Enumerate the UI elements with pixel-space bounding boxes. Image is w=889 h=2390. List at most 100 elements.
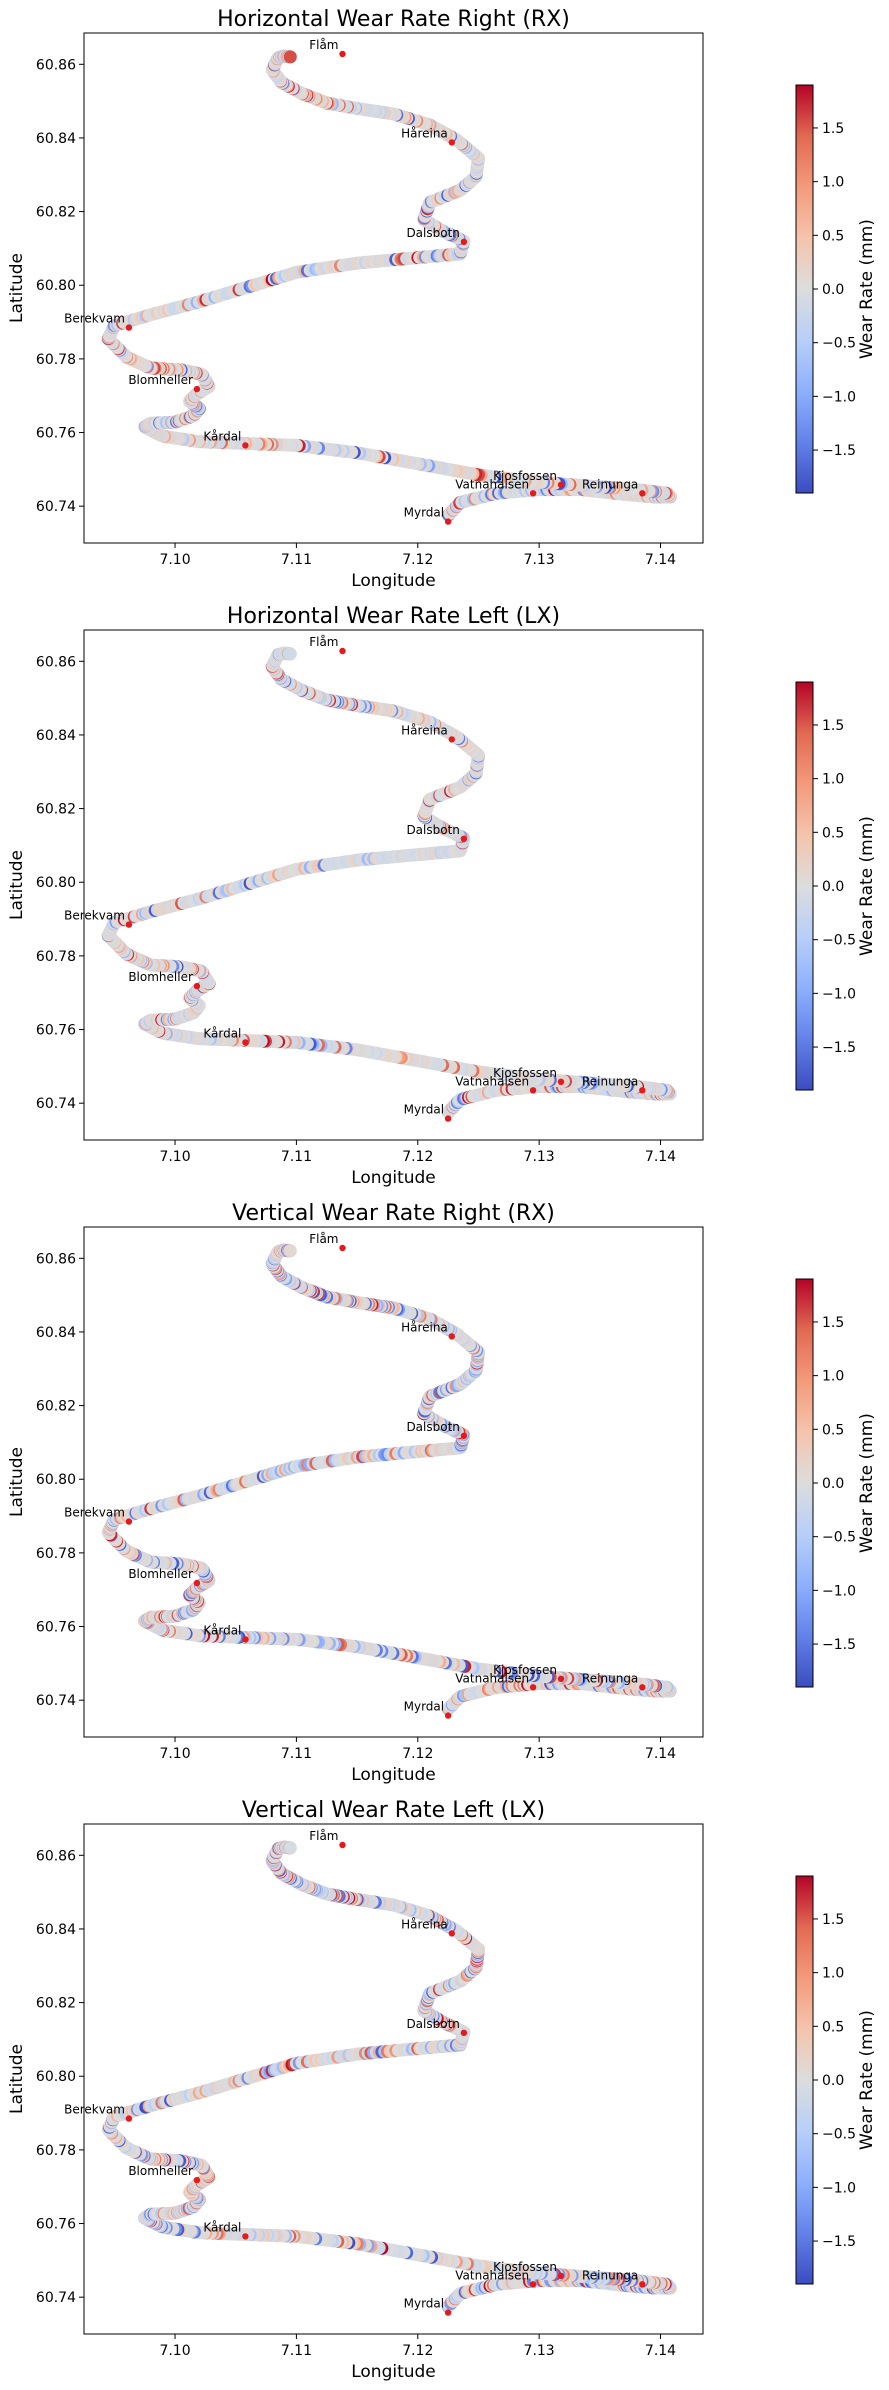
- scatter-markers: [101, 49, 677, 522]
- station-marker-8: [529, 1684, 537, 1691]
- colorbar: [795, 681, 814, 1091]
- station-label-9: Myrdal: [404, 1700, 444, 1714]
- y-tick-label-3: 60.80: [36, 875, 76, 891]
- colorbar-tick-label-6: 1.5: [822, 718, 844, 734]
- station-marker-3: [125, 324, 133, 331]
- chart-title: Horizontal Wear Rate Left (LX): [227, 604, 560, 629]
- y-tick-label-2: 60.78: [36, 352, 76, 368]
- colorbar-tick-label-6: 1.5: [822, 1315, 844, 1331]
- station-label-9: Myrdal: [404, 506, 444, 520]
- colorbar-tick-label-0: −1.5: [822, 1040, 856, 1056]
- station-marker-0: [339, 647, 346, 655]
- station-label-1: Håreina: [401, 723, 448, 737]
- y-tick-label-3: 60.80: [36, 1472, 76, 1488]
- x-tick-label-1: 7.11: [281, 1149, 312, 1165]
- y-axis-label: Latitude: [7, 253, 27, 323]
- chart-title: Vertical Wear Rate Left (LX): [242, 1798, 545, 1823]
- station-label-3: Berekvam: [64, 312, 125, 326]
- station-marker-6: [557, 481, 565, 488]
- station-marker-9: [444, 518, 452, 525]
- station-marker-5: [242, 1636, 249, 1643]
- colorbar-tick-label-5: 1.0: [822, 175, 844, 191]
- colorbar-label: Wear Rate (mm): [857, 1413, 877, 1553]
- wear-point-1254: [283, 647, 297, 661]
- station-marker-8: [529, 1087, 537, 1094]
- station-marker-7: [639, 1684, 646, 1691]
- x-axis-label: Longitude: [351, 1168, 436, 1188]
- x-tick-label-3: 7.13: [524, 1149, 555, 1165]
- station-label-3: Berekvam: [64, 1506, 125, 1520]
- station-marker-7: [639, 490, 646, 497]
- y-tick-label-4: 60.82: [36, 802, 76, 818]
- x-tick-label-0: 7.10: [159, 552, 190, 568]
- chart-panel-4: Vertical Wear Rate Left (LX)FlåmHåreinaD…: [7, 1798, 877, 2382]
- station-label-9: Myrdal: [404, 1103, 444, 1117]
- station-marker-9: [444, 1115, 452, 1122]
- colorbar-label: Wear Rate (mm): [857, 219, 877, 359]
- colorbar-tick-label-4: 0.5: [822, 1422, 844, 1438]
- station-label-4: Blomheller: [128, 373, 193, 387]
- chart-panel-2: Horizontal Wear Rate Left (LX)FlåmHårein…: [7, 604, 877, 1188]
- wear-point-1254: [283, 50, 297, 64]
- station-marker-2: [460, 238, 468, 245]
- x-tick-label-1: 7.11: [281, 1746, 312, 1762]
- station-label-1: Håreina: [401, 126, 448, 140]
- station-label-6: Kjosfossen: [493, 469, 557, 483]
- station-marker-0: [339, 1244, 346, 1252]
- x-axis-label: Longitude: [351, 571, 436, 591]
- y-tick-label-3: 60.80: [36, 278, 76, 294]
- x-tick-label-3: 7.13: [524, 1746, 555, 1762]
- station-marker-1: [448, 1333, 455, 1340]
- station-marker-6: [557, 1675, 565, 1683]
- x-tick-label-4: 7.14: [645, 552, 676, 568]
- y-tick-label-4: 60.82: [36, 205, 76, 221]
- station-label-2: Dalsbotn: [406, 823, 459, 837]
- station-label-1: Håreina: [401, 1320, 448, 1334]
- colorbar-tick-label-5: 1.0: [822, 1369, 844, 1385]
- colorbar-tick-label-2: −0.5: [822, 933, 856, 949]
- y-tick-label-6: 60.86: [36, 57, 76, 73]
- station-marker-9: [444, 1712, 452, 1719]
- station-marker-1: [448, 139, 455, 146]
- station-label-5: Kårdal: [203, 1623, 241, 1637]
- station-label-8: Vatnahalsen: [455, 477, 529, 491]
- station-marker-0: [339, 50, 346, 58]
- x-tick-label-1: 7.11: [281, 552, 312, 568]
- station-label-3: Berekvam: [64, 909, 125, 923]
- plot-frame: [83, 32, 704, 544]
- colorbar-tick-label-1: −1.0: [822, 1583, 856, 1599]
- y-axis-label: Latitude: [7, 850, 27, 920]
- colorbar-tick-label-2: −0.5: [822, 1530, 856, 1546]
- x-axis-label: Longitude: [351, 1765, 436, 1785]
- x-tick-label-4: 7.14: [645, 1746, 676, 1762]
- station-label-0: Flåm: [309, 38, 338, 52]
- y-tick-label-1: 60.76: [36, 426, 76, 442]
- colorbar: [795, 1278, 814, 1688]
- x-tick-label-4: 7.14: [645, 1149, 676, 1165]
- station-marker-5: [242, 442, 249, 449]
- y-tick-label-5: 60.84: [36, 131, 76, 147]
- x-tick-label-0: 7.10: [159, 1746, 190, 1762]
- colorbar-tick-label-5: 1.0: [822, 772, 844, 788]
- station-marker-2: [460, 1432, 468, 1440]
- chart-panel-3: Vertical Wear Rate Right (RX) Flåm Håreina…: [7, 1201, 877, 1785]
- colorbar-tick-label-3: 0.0: [822, 1476, 844, 1492]
- station-marker-7: [639, 1087, 646, 1094]
- station-label-2: Dalsbotn: [406, 226, 459, 240]
- station-label-0: Flåm: [309, 1232, 338, 1246]
- chart-title: Vertical Wear Rate Right (RX): [232, 1201, 555, 1226]
- colorbar-tick-label-1: −1.0: [822, 389, 856, 405]
- station-marker-4: [193, 1579, 201, 1587]
- station-marker-5: [242, 1039, 249, 1046]
- station-label-7: Reinunga: [582, 1671, 638, 1685]
- station-label-4: Blomheller: [128, 970, 193, 984]
- scatter-markers: [101, 1840, 677, 2313]
- colorbar-tick-label-0: −1.5: [822, 443, 856, 459]
- station-label-5: Kårdal: [203, 1026, 241, 1040]
- scatter-markers: [101, 1243, 677, 1716]
- colorbar-tick-label-1: −1.0: [822, 986, 856, 1002]
- x-tick-label-0: 7.10: [159, 1149, 190, 1165]
- station-label-8: Vatnahalsen: [455, 1671, 529, 1685]
- y-tick-label-0: 60.74: [36, 499, 76, 515]
